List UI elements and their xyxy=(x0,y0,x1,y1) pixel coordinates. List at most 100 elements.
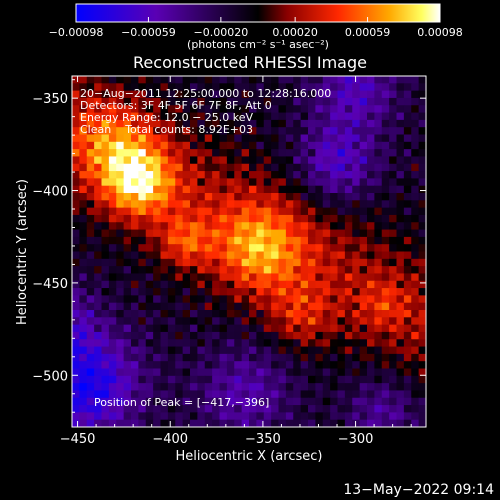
heatmap-cell xyxy=(337,361,346,370)
heatmap-cell xyxy=(86,339,95,348)
heatmap-cell xyxy=(249,141,257,150)
heatmap-cell xyxy=(322,105,331,114)
heatmap-cell xyxy=(403,229,412,238)
heatmap-cell xyxy=(403,112,412,121)
heatmap-cell xyxy=(190,222,198,231)
heatmap-cell xyxy=(153,412,162,421)
x-tick-label: −300 xyxy=(338,432,374,447)
heatmap-cell xyxy=(226,266,235,275)
heatmap-cell xyxy=(153,295,162,304)
heatmap-cell xyxy=(315,229,324,238)
heatmap-cell xyxy=(396,83,405,92)
heatmap-cell xyxy=(101,324,110,333)
heatmap-cell xyxy=(167,295,176,304)
heatmap-cell xyxy=(226,280,235,289)
heatmap-cell xyxy=(396,405,405,413)
heatmap-cell xyxy=(190,185,198,194)
heatmap-cell xyxy=(344,353,353,362)
colorbar-tick-label: 0.00020 xyxy=(272,26,318,39)
heatmap-cell xyxy=(234,83,243,92)
heatmap-cell xyxy=(79,331,88,340)
heatmap-cell xyxy=(418,383,426,392)
heatmap-cell xyxy=(182,310,191,318)
heatmap-cell xyxy=(167,178,176,187)
heatmap-cell xyxy=(123,280,132,289)
heatmap-cell xyxy=(367,156,375,165)
heatmap-cell xyxy=(263,185,272,194)
heatmap-cell xyxy=(374,76,383,84)
heatmap-cell xyxy=(249,236,257,245)
heatmap-cell xyxy=(175,397,184,406)
heatmap-cell xyxy=(308,273,316,282)
heatmap-cell xyxy=(315,112,324,121)
heatmap-cell xyxy=(367,76,375,84)
heatmap-cell xyxy=(330,90,339,99)
heatmap-cell xyxy=(72,331,80,340)
heatmap-cell xyxy=(322,310,331,318)
heatmap-cell xyxy=(79,405,88,413)
heatmap-cell xyxy=(285,368,294,377)
heatmap-cell xyxy=(79,244,88,253)
heatmap-cell xyxy=(182,280,191,289)
heatmap-cell xyxy=(381,200,390,209)
heatmap-cell xyxy=(131,419,139,427)
heatmap-cell xyxy=(271,214,280,223)
heatmap-cell xyxy=(167,280,176,289)
heatmap-cell xyxy=(234,141,243,150)
heatmap-cell xyxy=(337,185,346,194)
heatmap-cell xyxy=(175,236,184,245)
heatmap-cell xyxy=(182,149,191,158)
heatmap-cell xyxy=(403,149,412,158)
heatmap-cell xyxy=(293,156,302,165)
heatmap-cell xyxy=(190,149,198,158)
heatmap-cell xyxy=(145,288,154,296)
heatmap-cell xyxy=(256,353,265,362)
heatmap-cell xyxy=(108,251,117,260)
heatmap-cell xyxy=(389,200,398,209)
heatmap-cell xyxy=(367,375,375,384)
heatmap-cell xyxy=(108,258,117,267)
heatmap-cell xyxy=(226,156,235,165)
heatmap-cell xyxy=(352,339,361,348)
heatmap-cell xyxy=(108,310,117,318)
heatmap-cell xyxy=(263,97,272,106)
heatmap-cell xyxy=(160,214,169,223)
heatmap-cell xyxy=(300,171,309,179)
heatmap-cell xyxy=(108,324,117,333)
heatmap-cell xyxy=(285,295,294,304)
heatmap-cell xyxy=(204,368,213,377)
heatmap-cell xyxy=(160,419,169,427)
heatmap-cell xyxy=(190,97,198,106)
heatmap-cell xyxy=(352,171,361,179)
heatmap-cell xyxy=(175,97,184,106)
heatmap-cell xyxy=(101,251,110,260)
heatmap-cell xyxy=(190,390,198,399)
heatmap-cell xyxy=(153,405,162,413)
heatmap-cell xyxy=(344,405,353,413)
heatmap-cell xyxy=(367,236,375,245)
heatmap-cell xyxy=(396,273,405,282)
heatmap-cell xyxy=(411,375,420,384)
heatmap-cell xyxy=(212,405,221,413)
heatmap-cell xyxy=(315,156,324,165)
heatmap-cell xyxy=(271,375,280,384)
heatmap-cell xyxy=(374,105,383,114)
heatmap-cell xyxy=(352,331,361,340)
heatmap-cell xyxy=(389,346,398,355)
heatmap-cell xyxy=(293,273,302,282)
heatmap-cell xyxy=(79,273,88,282)
heatmap-cell xyxy=(167,273,176,282)
heatmap-cell xyxy=(256,317,265,326)
heatmap-cell xyxy=(359,156,368,165)
heatmap-cell xyxy=(249,156,257,165)
heatmap-cell xyxy=(396,317,405,326)
heatmap-cell xyxy=(226,171,235,179)
heatmap-cell xyxy=(131,405,139,413)
heatmap-cell xyxy=(285,119,294,128)
heatmap-cell xyxy=(160,390,169,399)
heatmap-cell xyxy=(285,90,294,99)
heatmap-cell xyxy=(101,258,110,267)
heatmap-cell xyxy=(374,288,383,296)
heatmap-cell xyxy=(138,236,147,245)
heatmap-cell xyxy=(175,76,184,84)
